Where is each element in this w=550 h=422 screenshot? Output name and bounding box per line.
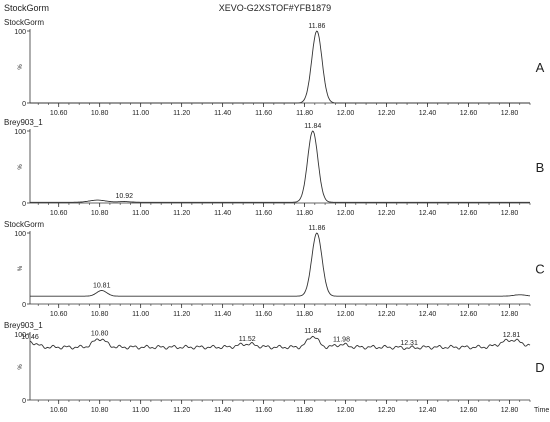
panel-d-peak-label: 11.84	[304, 328, 321, 335]
panel-b-x-tick-label: 10.80	[91, 210, 109, 217]
panel-d-y-tick-label: 0	[22, 398, 26, 405]
header-left-label: StockGorm	[4, 3, 49, 13]
panel-d-peak-label: 12.31	[400, 340, 418, 347]
panel-a-x-tick-label: 11.20	[173, 110, 190, 117]
panel-a-x-tick-label: 10.80	[91, 110, 109, 117]
panels-group: StockGorm A 100 0% 10.60 10.80 11.00 11.20 11.40…	[4, 18, 549, 414]
panel-d-peak-label: 11.98	[333, 337, 350, 344]
panel-a-letter: A	[536, 60, 545, 75]
panel-c-x-tick-label: 12.00	[337, 311, 355, 318]
panel-d-y-tick-label: 100	[14, 332, 26, 339]
panel-a-trace	[30, 30, 530, 104]
panel-a-x-tick-label: 12.80	[501, 110, 519, 117]
panel-a-y-label: %	[18, 64, 24, 70]
panel-b-y-tick-label: 0	[22, 201, 26, 208]
panel-c-x-tick-label: 12.80	[501, 311, 519, 318]
panel-c-x-tick-label: 12.20	[378, 311, 396, 318]
panel-c-x-tick-label: 11.40	[214, 311, 231, 318]
panel-b-x-tick-label: 12.60	[460, 210, 478, 217]
panel-a-x-tick-label: 11.60	[255, 110, 272, 117]
panel-d-x-tick-label: 12.20	[378, 407, 396, 414]
panel-a-x-tick-label: 12.40	[419, 110, 437, 117]
panel-b-x-tick-label: 12.80	[501, 210, 519, 217]
panel-b-x-tick-label: 11.80	[296, 210, 313, 217]
panel-d-x-tick-label: 11.40	[214, 407, 231, 414]
panel-a-y-tick-label: 0	[22, 101, 26, 108]
panel-c: StockGorm C 100 0% 10.60 10.80 11.00 11.20 11.40…	[4, 220, 545, 318]
panel-d: Brey903_1 D 100 0% 10.60 10.80 11.00 11.20 11.40…	[4, 321, 549, 414]
panel-b-letter: B	[536, 160, 545, 175]
panel-a-x-tick-label: 10.60	[50, 110, 68, 117]
panel-b-x-tick-label: 10.60	[50, 210, 68, 217]
panel-b-peak-label: 11.84	[304, 123, 321, 130]
figure-title: XEVO-G2XSTOF#YFB1879	[219, 3, 331, 13]
panel-c-peak-label: 10.81	[93, 283, 111, 290]
panel-b-x-tick-label: 11.20	[173, 210, 190, 217]
panel-b-y-tick-label: 100	[14, 129, 26, 136]
panel-c-trace	[30, 232, 530, 297]
panel-d-x-tick-label: 12.00	[337, 407, 355, 414]
panel-c-x-tick-label: 11.00	[132, 311, 149, 318]
panel-c-x-tick-label: 11.20	[173, 311, 190, 318]
panel-c-trace-label: StockGorm	[4, 220, 44, 229]
panel-c-x-tick-label: 12.60	[460, 311, 478, 318]
panel-b-x-tick-label: 11.60	[255, 210, 272, 217]
panel-d-x-tick-label: 12.80	[501, 407, 519, 414]
panel-a-x-tick-label: 11.40	[214, 110, 231, 117]
panel-c-y-tick-label: 100	[14, 231, 26, 238]
panel-d-peak-label: 10.46	[21, 334, 39, 341]
panel-a: StockGorm A 100 0% 10.60 10.80 11.00 11.20 11.40…	[4, 18, 545, 117]
panel-d-x-tick-label: 11.20	[173, 407, 190, 414]
panel-d-trace	[29, 335, 531, 350]
panel-b-trace	[30, 130, 530, 203]
panel-c-x-tick-label: 11.60	[255, 311, 272, 318]
panel-d-y-label: %	[18, 364, 24, 370]
panel-a-x-tick-label: 11.80	[296, 110, 313, 117]
panel-c-x-tick-label: 11.80	[296, 311, 313, 318]
panel-a-trace-label: StockGorm	[4, 18, 44, 27]
panel-d-x-tick-label: 10.60	[50, 407, 68, 414]
panel-d-peak-label: 11.52	[239, 336, 256, 343]
panel-a-y-tick-label: 100	[14, 29, 26, 36]
panel-c-peak-label: 11.86	[308, 225, 325, 232]
panel-a-x-tick-label: 12.00	[337, 110, 355, 117]
panel-d-x-tick-label: 10.80	[91, 407, 109, 414]
panel-c-x-tick-label: 12.40	[419, 311, 437, 318]
panel-b-x-tick-label: 12.00	[337, 210, 355, 217]
panel-d-x-tick-label: 12.60	[460, 407, 478, 414]
panel-b-x-tick-label: 11.40	[214, 210, 231, 217]
panel-b-y-label: %	[18, 164, 24, 170]
panel-c-x-tick-label: 10.60	[50, 311, 68, 318]
panel-c-y-tick-label: 0	[22, 302, 26, 309]
panel-b-peak-label: 10.92	[115, 193, 133, 200]
panel-d-letter: D	[535, 360, 544, 375]
panel-b-trace-label: Brey903_1	[4, 118, 43, 127]
panel-a-x-tick-label: 11.00	[132, 110, 149, 117]
panel-a-x-tick-label: 12.60	[460, 110, 478, 117]
panel-d-trace-label: Brey903_1	[4, 321, 43, 330]
panel-d-x-tick-label: 11.00	[132, 407, 149, 414]
panel-d-x-tick-label: 12.40	[419, 407, 437, 414]
panel-c-y-label: %	[18, 265, 24, 271]
panel-d-x-tick-label: 11.80	[296, 407, 313, 414]
panel-b: Brey903_1 B 100 0% 10.60 10.80 11.00 11.20 11.40…	[4, 118, 544, 217]
panel-d-peak-label: 10.80	[91, 331, 109, 338]
panel-b-x-tick-label: 12.20	[378, 210, 396, 217]
panel-c-letter: C	[535, 262, 544, 277]
panel-d-x-tick-label: 11.60	[255, 407, 272, 414]
panel-a-x-tick-label: 12.20	[378, 110, 396, 117]
panel-d-peak-label: 12.81	[503, 332, 521, 339]
panel-b-x-tick-label: 11.00	[132, 210, 149, 217]
panel-a-peak-label: 11.86	[308, 23, 325, 30]
panel-b-x-tick-label: 12.40	[419, 210, 437, 217]
panel-d-x-label: Time	[534, 407, 549, 414]
panel-c-x-tick-label: 10.80	[91, 311, 109, 318]
